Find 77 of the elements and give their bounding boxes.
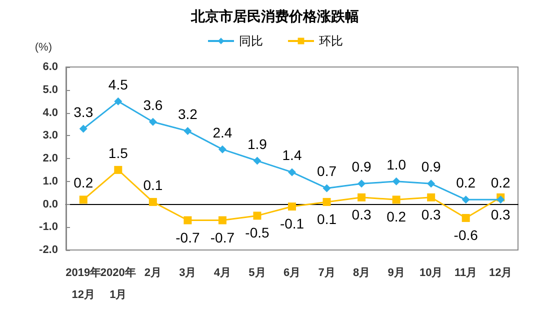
data-label: 0.1	[143, 176, 163, 193]
data-label: -0.7	[210, 229, 235, 246]
x-tick-label: 9月	[388, 267, 405, 279]
x-tick-label: 2月	[144, 267, 162, 279]
y-tick-label: 3.0	[42, 130, 58, 142]
point	[392, 177, 400, 186]
x-tick-label: 7月	[318, 267, 336, 279]
point	[253, 212, 262, 220]
data-label: 0.2	[490, 174, 511, 191]
point	[148, 118, 157, 126]
x-tick-label: 5月	[248, 267, 266, 279]
data-label: -0.5	[245, 224, 270, 241]
x-tick-label: 11月	[454, 267, 478, 279]
point	[114, 166, 122, 174]
point	[392, 196, 400, 204]
data-label: -0.1	[280, 216, 304, 232]
point	[184, 216, 192, 224]
data-label: 1.4	[282, 147, 302, 164]
x-tick-label: 6月	[283, 267, 301, 279]
data-label: -0.6	[454, 226, 478, 243]
data-label: 1.0	[386, 156, 406, 172]
point	[322, 198, 331, 206]
data-label: 0.1	[317, 210, 337, 227]
data-label: 0.2	[456, 174, 476, 191]
point	[148, 198, 157, 206]
point	[253, 156, 262, 165]
point	[358, 193, 366, 202]
point	[358, 180, 366, 188]
y-tick-label: 1.0	[42, 175, 58, 188]
point	[218, 216, 226, 224]
x-tick-label: 2019年 12月	[66, 266, 102, 301]
data-label: 1.5	[108, 144, 128, 161]
data-label: 0.2	[74, 174, 94, 191]
y-tick-label: 4.0	[42, 106, 58, 119]
data-label: 4.5	[108, 76, 128, 92]
data-label: 0.9	[352, 158, 372, 175]
point	[462, 214, 470, 222]
legend-label: 环比	[319, 34, 343, 48]
point	[288, 202, 296, 211]
point	[427, 193, 436, 202]
data-label: 0.7	[317, 163, 337, 180]
data-label: 3.6	[143, 96, 163, 113]
point	[184, 127, 192, 136]
y-axis-title: (%)	[34, 42, 52, 54]
y-tick-label: 0.0	[42, 198, 58, 210]
point	[427, 180, 436, 188]
data-label: 3.3	[74, 104, 94, 120]
point	[79, 124, 88, 133]
y-tick-label: 6.0	[42, 61, 58, 73]
data-label: -0.7	[176, 229, 200, 246]
x-tick-label: 2020年 1月	[100, 266, 136, 301]
point	[462, 196, 470, 204]
y-tick-label: 5.0	[42, 84, 58, 96]
x-tick-label: 10月	[419, 267, 443, 279]
point	[496, 196, 505, 204]
point	[114, 97, 122, 106]
y-tick-label: -1.0	[39, 221, 58, 234]
legend-label: 同比	[239, 34, 263, 48]
chart-title: 北京市居民消费价格涨跌幅	[190, 8, 359, 24]
point	[288, 168, 296, 176]
data-label: 0.9	[421, 158, 442, 175]
data-label: 0.2	[386, 208, 406, 225]
point	[218, 145, 226, 154]
data-label: 0.3	[421, 206, 442, 222]
data-label: 1.9	[247, 136, 268, 152]
y-tick-label: -2.0	[39, 244, 58, 256]
data-label: 0.3	[490, 206, 511, 222]
data-label: 2.4	[212, 124, 232, 140]
point	[322, 184, 331, 192]
data-label: 0.3	[352, 206, 372, 222]
point	[79, 196, 88, 204]
x-tick-label: 8月	[352, 267, 370, 279]
x-tick-label: 3月	[179, 267, 196, 279]
data-label: 3.2	[178, 106, 198, 122]
x-tick-label: 4月	[214, 267, 232, 279]
x-tick-label: 12月	[488, 267, 512, 279]
y-tick-label: 2.0	[42, 152, 58, 164]
